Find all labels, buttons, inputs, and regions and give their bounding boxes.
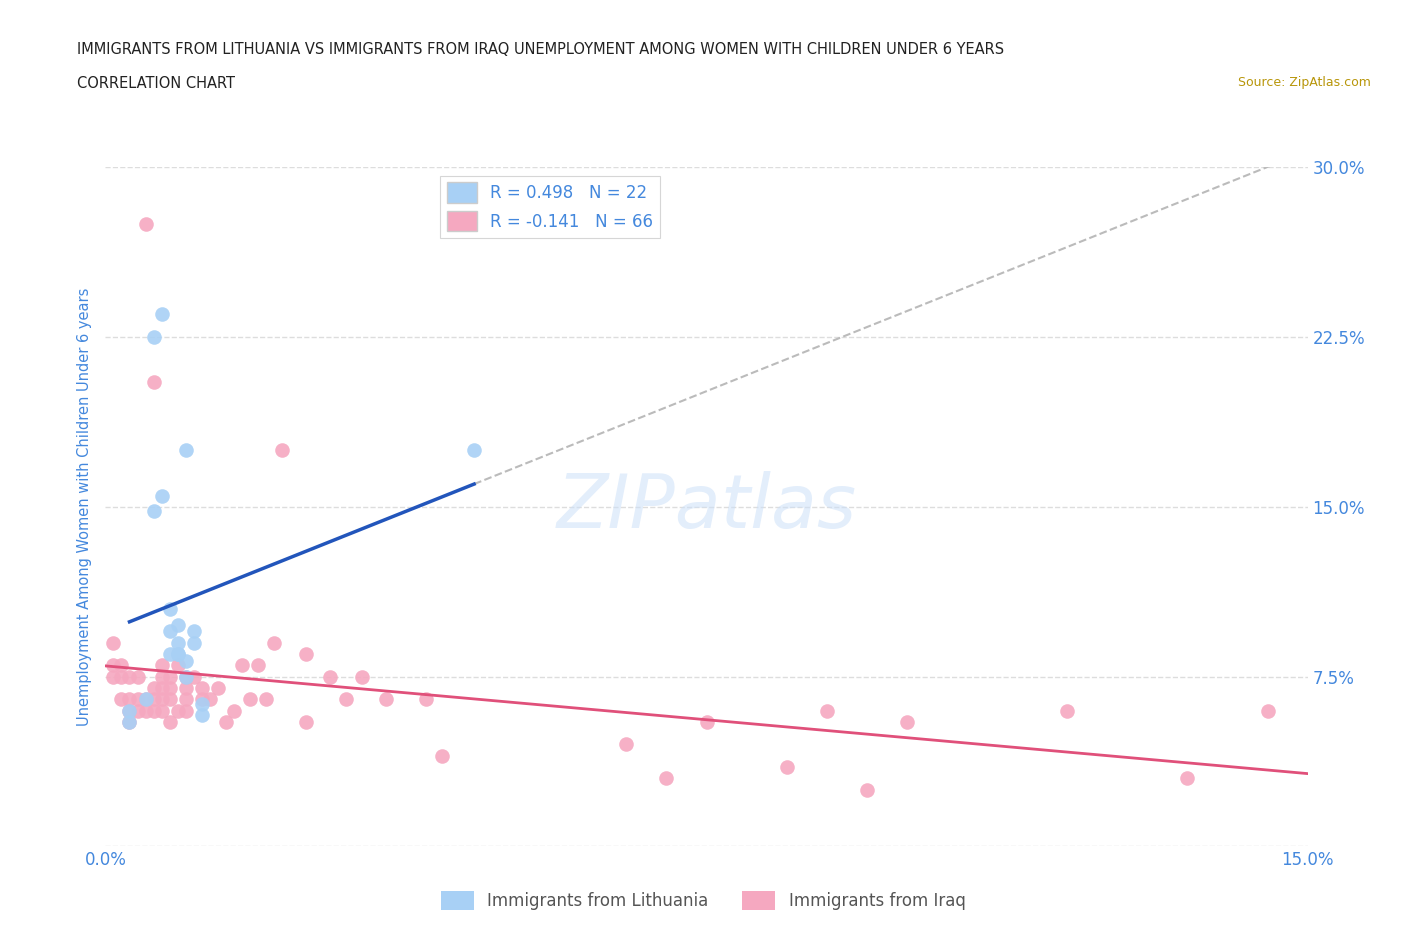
Point bbox=[166, 646, 188, 661]
Point bbox=[183, 670, 205, 684]
Point bbox=[118, 714, 141, 729]
Point bbox=[118, 703, 141, 718]
Point bbox=[295, 646, 318, 661]
Point bbox=[222, 703, 245, 718]
Point bbox=[190, 692, 212, 707]
Point bbox=[103, 670, 125, 684]
Point bbox=[270, 443, 292, 458]
Point bbox=[174, 692, 197, 707]
Point bbox=[159, 681, 181, 696]
Point bbox=[855, 782, 877, 797]
Point bbox=[350, 670, 373, 684]
Point bbox=[174, 653, 197, 668]
Point bbox=[142, 330, 165, 345]
Point bbox=[135, 692, 157, 707]
Point bbox=[1056, 703, 1078, 718]
Point bbox=[231, 658, 253, 672]
Point bbox=[150, 658, 173, 672]
Y-axis label: Unemployment Among Women with Children Under 6 years: Unemployment Among Women with Children U… bbox=[77, 287, 93, 726]
Point bbox=[166, 658, 188, 672]
Point bbox=[166, 635, 188, 650]
Point bbox=[118, 692, 141, 707]
Point bbox=[150, 307, 173, 322]
Point bbox=[159, 646, 181, 661]
Point bbox=[142, 692, 165, 707]
Point bbox=[463, 443, 485, 458]
Point bbox=[198, 692, 221, 707]
Point bbox=[159, 602, 181, 617]
Point bbox=[239, 692, 262, 707]
Point bbox=[415, 692, 437, 707]
Point bbox=[696, 714, 718, 729]
Point bbox=[118, 714, 141, 729]
Text: Source: ZipAtlas.com: Source: ZipAtlas.com bbox=[1237, 76, 1371, 89]
Point bbox=[103, 658, 125, 672]
Point bbox=[174, 681, 197, 696]
Point bbox=[335, 692, 357, 707]
Point bbox=[150, 703, 173, 718]
Point bbox=[150, 670, 173, 684]
Point bbox=[142, 375, 165, 390]
Point bbox=[190, 708, 212, 723]
Point bbox=[263, 635, 285, 650]
Text: CORRELATION CHART: CORRELATION CHART bbox=[77, 76, 235, 91]
Point bbox=[190, 697, 212, 711]
Point bbox=[110, 692, 132, 707]
Point bbox=[110, 670, 132, 684]
Point bbox=[1257, 703, 1279, 718]
Point bbox=[166, 703, 188, 718]
Point bbox=[430, 749, 453, 764]
Point bbox=[135, 703, 157, 718]
Point bbox=[174, 703, 197, 718]
Point bbox=[183, 624, 205, 639]
Point bbox=[159, 714, 181, 729]
Point bbox=[174, 670, 197, 684]
Point bbox=[142, 681, 165, 696]
Point bbox=[127, 692, 149, 707]
Point bbox=[319, 670, 342, 684]
Point bbox=[142, 504, 165, 519]
Point bbox=[127, 670, 149, 684]
Point bbox=[295, 714, 318, 729]
Text: IMMIGRANTS FROM LITHUANIA VS IMMIGRANTS FROM IRAQ UNEMPLOYMENT AMONG WOMEN WITH : IMMIGRANTS FROM LITHUANIA VS IMMIGRANTS … bbox=[77, 42, 1004, 57]
Point bbox=[374, 692, 398, 707]
Legend: Immigrants from Lithuania, Immigrants from Iraq: Immigrants from Lithuania, Immigrants fr… bbox=[434, 884, 972, 917]
Point bbox=[127, 703, 149, 718]
Point bbox=[190, 681, 212, 696]
Point bbox=[166, 618, 188, 632]
Point bbox=[110, 658, 132, 672]
Point bbox=[118, 670, 141, 684]
Text: ZIPatlas: ZIPatlas bbox=[557, 471, 856, 543]
Point bbox=[174, 443, 197, 458]
Point bbox=[616, 737, 638, 752]
Point bbox=[103, 635, 125, 650]
Point bbox=[254, 692, 277, 707]
Point bbox=[135, 217, 157, 232]
Point bbox=[150, 488, 173, 503]
Point bbox=[896, 714, 918, 729]
Point bbox=[150, 692, 173, 707]
Point bbox=[214, 714, 236, 729]
Point bbox=[159, 624, 181, 639]
Point bbox=[159, 670, 181, 684]
Point bbox=[159, 692, 181, 707]
Point bbox=[655, 771, 678, 786]
Point bbox=[815, 703, 838, 718]
Point bbox=[118, 703, 141, 718]
Point bbox=[183, 635, 205, 650]
Legend: R = 0.498   N = 22, R = -0.141   N = 66: R = 0.498 N = 22, R = -0.141 N = 66 bbox=[440, 176, 659, 238]
Point bbox=[776, 760, 799, 775]
Point bbox=[142, 703, 165, 718]
Point bbox=[166, 646, 188, 661]
Point bbox=[150, 681, 173, 696]
Point bbox=[1177, 771, 1199, 786]
Point bbox=[246, 658, 269, 672]
Point bbox=[135, 692, 157, 707]
Point bbox=[174, 670, 197, 684]
Point bbox=[207, 681, 229, 696]
